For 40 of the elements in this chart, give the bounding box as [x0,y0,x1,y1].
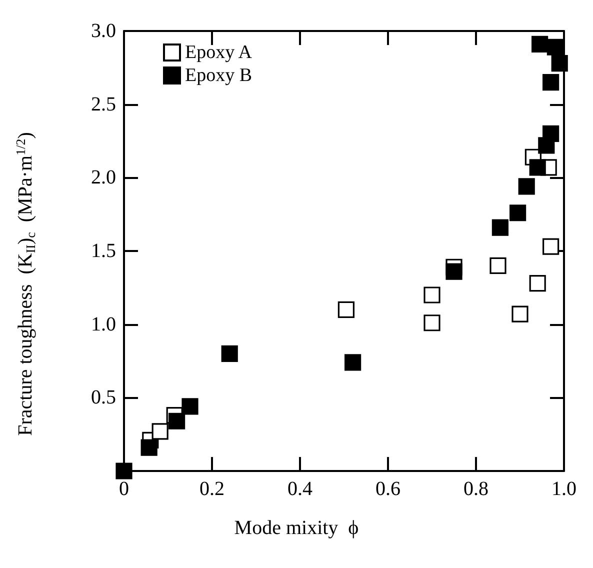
point [492,219,508,236]
point [546,38,564,56]
point [424,314,440,332]
point [446,263,462,280]
point [529,274,546,292]
point [490,257,506,274]
x-tick-label: 0.4 [288,478,312,500]
point [529,159,546,176]
y-tick-label: 1.5 [91,240,116,262]
point [168,412,186,430]
point [182,398,198,415]
point [518,178,535,195]
point [140,439,158,456]
legend-label: Epoxy B [185,65,252,86]
point [542,125,560,142]
point [542,74,560,91]
point [512,306,528,322]
y-tick-label: 2.5 [91,93,116,116]
y-axis-title: Fracture toughness (KII)c (MPa·m1/2) [13,132,38,436]
legend-label: Epoxy A [185,42,252,63]
point [510,204,526,222]
x-tick-label: 0 [119,478,129,500]
point [338,301,354,318]
x-tick-label: 1.0 [552,478,576,500]
point [424,286,440,304]
point [542,238,560,255]
point [221,345,238,362]
y-tick-label: 0.5 [91,386,116,409]
point [551,54,568,72]
y-tick-label: 1.0 [91,313,116,336]
point [532,36,548,52]
x-tick-label: 0.8 [464,478,488,500]
point [116,462,132,480]
y-tick-label: 2.0 [91,166,116,189]
y-tick-label: 3.0 [91,20,116,42]
x-tick-label: 0.6 [376,478,400,500]
x-axis-title: Mode mixity ϕ [234,517,359,539]
point [344,354,362,371]
x-tick-label: 0.2 [200,478,224,500]
point [152,423,168,440]
